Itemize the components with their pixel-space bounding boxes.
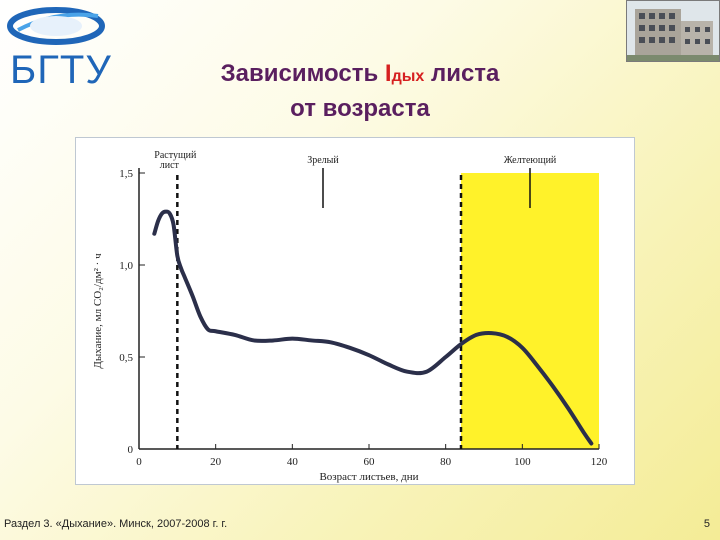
x-tick-label: 80 <box>440 456 452 468</box>
slide-title: Зависимость Iдых листа от возраста <box>120 58 600 125</box>
title-variable: Iдых <box>385 60 424 87</box>
x-tick-label: 100 <box>514 456 531 468</box>
university-logo <box>7 7 105 45</box>
y-tick-label: 1,5 <box>119 168 133 180</box>
y-tick-label: 1,0 <box>119 260 133 272</box>
chart-svg: 0 0,5 1,0 1,5 0 20 40 60 80 100 120 Возраст листьев… <box>92 150 608 483</box>
x-tick-label: 120 <box>591 456 608 468</box>
title-line-1: Зависимость Iдых листа <box>120 58 600 93</box>
x-tick-label: 0 <box>136 456 142 468</box>
stage-label: Желтеющий <box>504 155 557 166</box>
y-tick-label: 0 <box>128 444 134 456</box>
orbit-icon <box>7 7 105 45</box>
title-suffix: листа <box>424 60 500 87</box>
page-number: 5 <box>703 518 710 530</box>
x-tick-label: 60 <box>364 456 376 468</box>
title-variable-symbol: I <box>384 60 392 87</box>
stage-label: Зрелый <box>307 155 339 166</box>
stage-label: Растущий лист <box>154 150 197 171</box>
y-tick-label: 0,5 <box>119 352 133 364</box>
logo-text: БГТУ <box>10 48 112 92</box>
respiration-curve <box>152 209 594 446</box>
title-line-2: от возраста <box>290 95 430 122</box>
title-prefix: Зависимость <box>220 60 385 87</box>
title-variable-subscript: дых <box>391 68 425 85</box>
respiration-chart: 0 0,5 1,0 1,5 0 20 40 60 80 100 120 Возраст листьев… <box>75 137 635 485</box>
x-tick-label: 40 <box>287 456 299 468</box>
x-tick-label: 20 <box>210 456 222 468</box>
y-axis-label: Дыхание, мл CO₂/дм² · ч <box>92 253 104 369</box>
building-photo <box>626 0 720 62</box>
x-axis-label: Возраст листьев, дни <box>319 471 418 483</box>
footer-text: Раздел 3. «Дыхание». Минск, 2007-2008 г.… <box>4 518 228 530</box>
yellowing-stage-region <box>461 173 599 449</box>
